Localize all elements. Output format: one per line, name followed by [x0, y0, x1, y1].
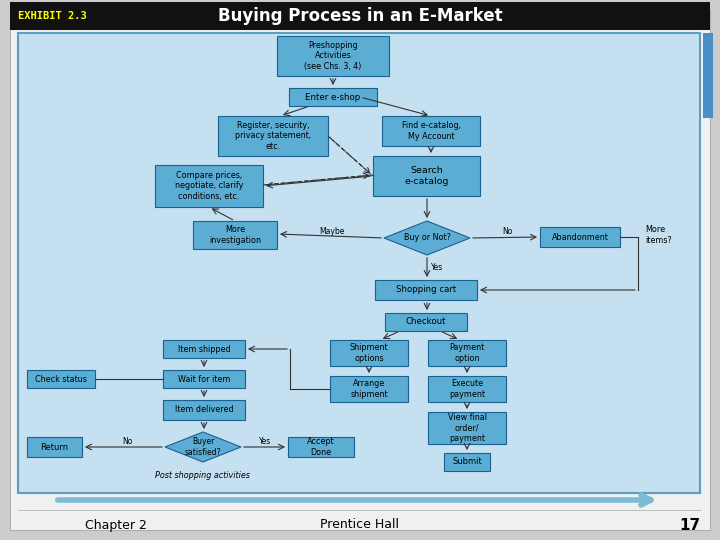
FancyBboxPatch shape	[288, 437, 354, 457]
FancyBboxPatch shape	[218, 116, 328, 156]
Text: Maybe: Maybe	[319, 226, 345, 235]
Text: More
items?: More items?	[645, 225, 672, 245]
FancyBboxPatch shape	[428, 376, 506, 402]
FancyBboxPatch shape	[382, 116, 480, 146]
Text: Yes: Yes	[259, 436, 271, 446]
Text: Yes: Yes	[431, 264, 443, 273]
Text: Execute
payment: Execute payment	[449, 379, 485, 399]
FancyBboxPatch shape	[27, 437, 82, 457]
Text: Shopping cart: Shopping cart	[396, 286, 456, 294]
Polygon shape	[384, 221, 470, 255]
Text: Enter e-shop: Enter e-shop	[305, 92, 361, 102]
FancyBboxPatch shape	[289, 88, 377, 106]
FancyArrowPatch shape	[58, 495, 651, 505]
Text: Preshopping
Activities
(see Chs. 3, 4): Preshopping Activities (see Chs. 3, 4)	[305, 41, 361, 71]
FancyBboxPatch shape	[155, 165, 263, 207]
Text: Post shopping activities: Post shopping activities	[155, 470, 250, 480]
Text: EXHIBIT 2.3: EXHIBIT 2.3	[18, 11, 86, 21]
Text: Search
e-catalog: Search e-catalog	[405, 166, 449, 186]
FancyBboxPatch shape	[277, 36, 389, 76]
FancyBboxPatch shape	[428, 412, 506, 444]
FancyBboxPatch shape	[444, 453, 490, 471]
Text: More
investigation: More investigation	[209, 225, 261, 245]
Text: Checkout: Checkout	[406, 318, 446, 327]
Text: No: No	[502, 227, 512, 237]
Text: Payment
option: Payment option	[449, 343, 485, 363]
FancyBboxPatch shape	[330, 340, 408, 366]
Text: Accept
Done: Accept Done	[307, 437, 335, 457]
Text: No: No	[122, 436, 132, 446]
Text: Check status: Check status	[35, 375, 87, 383]
Text: Buy or Not?: Buy or Not?	[404, 233, 451, 242]
FancyBboxPatch shape	[385, 313, 467, 331]
Text: Register, security,
privacy statement,
etc.: Register, security, privacy statement, e…	[235, 121, 311, 151]
FancyBboxPatch shape	[193, 221, 277, 249]
Text: Prentice Hall: Prentice Hall	[320, 518, 400, 531]
Text: Shipment
options: Shipment options	[350, 343, 388, 363]
Text: Return: Return	[40, 442, 68, 451]
Text: Chapter 2: Chapter 2	[85, 518, 147, 531]
FancyBboxPatch shape	[330, 376, 408, 402]
Text: View final
order/
payment: View final order/ payment	[448, 413, 487, 443]
Text: Item shipped: Item shipped	[178, 345, 230, 354]
Bar	[10, 2, 710, 30]
Text: Abandonment: Abandonment	[552, 233, 608, 241]
FancyBboxPatch shape	[373, 156, 480, 196]
Text: Submit: Submit	[452, 457, 482, 467]
Text: Compare prices,
negotiate, clarify
conditions, etc.: Compare prices, negotiate, clarify condi…	[175, 171, 243, 201]
FancyBboxPatch shape	[375, 280, 477, 300]
FancyBboxPatch shape	[163, 400, 245, 420]
Text: Buyer
satisfied?: Buyer satisfied?	[185, 437, 221, 457]
Text: Wait for item: Wait for item	[178, 375, 230, 383]
Text: 17: 17	[680, 517, 701, 532]
FancyBboxPatch shape	[18, 33, 700, 493]
FancyBboxPatch shape	[163, 340, 245, 358]
Text: Arrange
shipment: Arrange shipment	[350, 379, 388, 399]
Text: Item delivered: Item delivered	[175, 406, 233, 415]
Bar	[703, 33, 713, 118]
FancyBboxPatch shape	[428, 340, 506, 366]
Text: Buying Process in an E-Market: Buying Process in an E-Market	[217, 7, 503, 25]
Text: Find e-catalog,
My Account: Find e-catalog, My Account	[402, 122, 461, 141]
FancyBboxPatch shape	[27, 370, 95, 388]
FancyBboxPatch shape	[540, 227, 620, 247]
Polygon shape	[165, 432, 241, 462]
FancyBboxPatch shape	[163, 370, 245, 388]
